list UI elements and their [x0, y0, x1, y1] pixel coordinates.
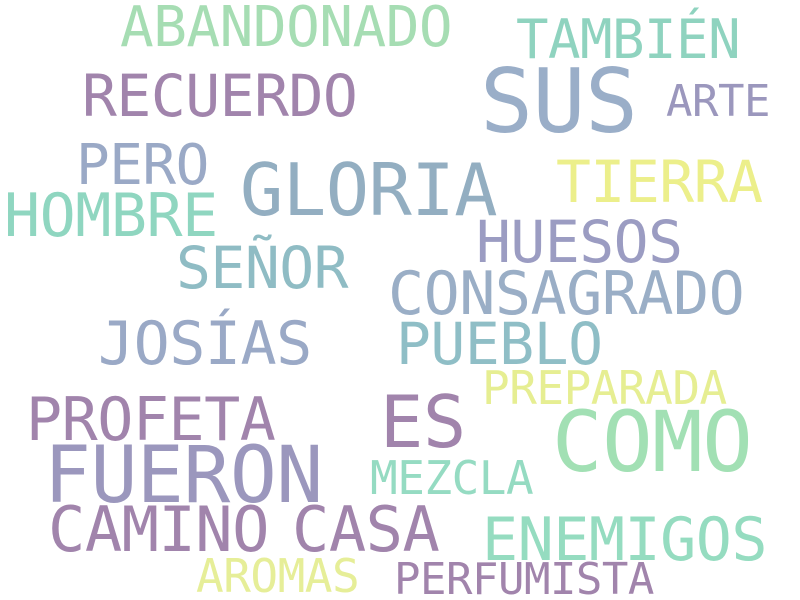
word-pueblo: PUEBLO [396, 310, 603, 378]
word-tierra: TIERRA [556, 148, 763, 216]
word-pero: PERO [76, 133, 209, 198]
word-consagrado: CONSAGRADO [388, 259, 745, 329]
word-fueron: FUERON [44, 431, 323, 521]
word-josias: JOSÍAS [98, 309, 312, 379]
word-aromas: AROMAS [196, 549, 360, 600]
word-huesos: HUESOS [476, 208, 683, 276]
word-camino: CAMINO [48, 493, 269, 566]
word-es: ES [380, 380, 466, 464]
word-hombre: HOMBRE [4, 181, 218, 251]
word-profeta: PROFETA [26, 385, 276, 455]
word-como: COMO [552, 393, 753, 491]
word-preparada: PREPARADA [482, 361, 727, 415]
word-perfumista: PERFUMISTA [394, 554, 654, 600]
word-enemigos: ENEMIGOS [482, 505, 767, 575]
word-abandonado: ABANDONADO [120, 0, 453, 60]
word-gloria: GLORIA [240, 148, 498, 232]
word-casa: CASA [292, 493, 440, 566]
word-arte: ARTE [666, 76, 770, 127]
word-recuerdo: RECUERDO [82, 62, 358, 130]
word-sus: SUS [480, 50, 638, 153]
word-tambien: TAMBIÉN [516, 8, 741, 71]
word-mezcla: MEZCLA [370, 451, 534, 505]
word-senor: SEÑOR [176, 234, 349, 302]
